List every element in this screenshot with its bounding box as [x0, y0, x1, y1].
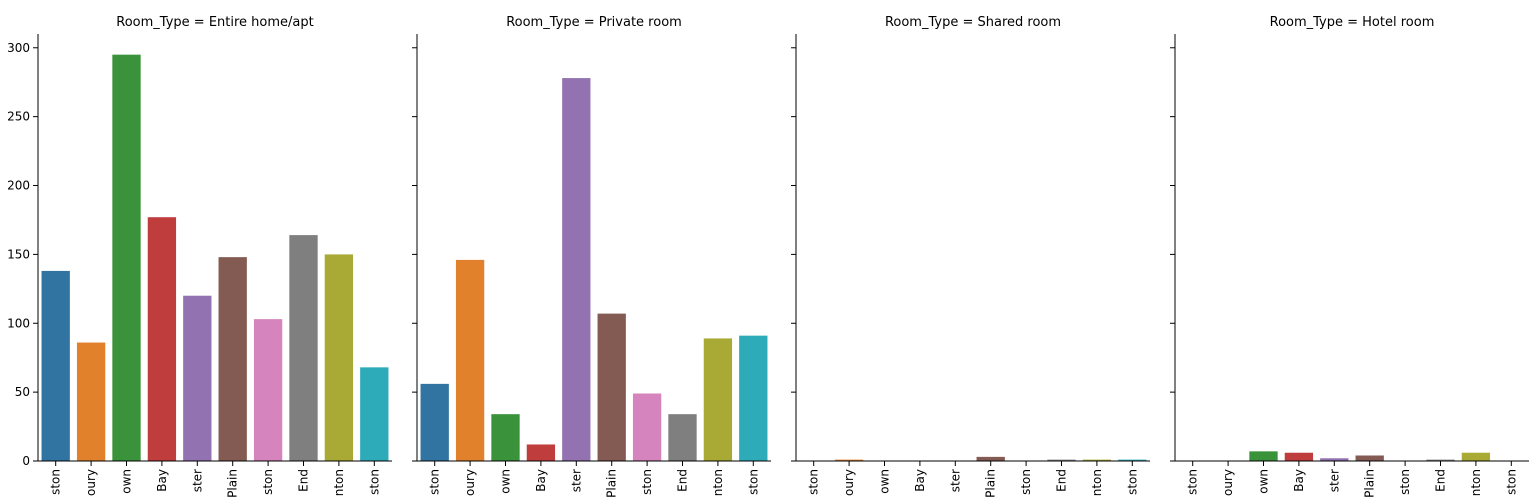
- bar: [976, 456, 1005, 461]
- y-tick-label: 300: [7, 41, 30, 55]
- x-tick-label: own: [499, 469, 513, 494]
- bar: [324, 254, 354, 461]
- x-tick-label: oury: [1221, 469, 1235, 496]
- y-tick-label: 0: [22, 454, 30, 468]
- bar: [562, 78, 591, 461]
- x-tick-label: oury: [842, 469, 856, 496]
- facet-panel: Room_Type = Shared room ston oury own Bay ste…: [791, 15, 1150, 498]
- x-tick-label: ston: [1125, 469, 1139, 495]
- panel-title: Room_Type = Private room: [506, 15, 682, 30]
- bar: [1461, 452, 1491, 461]
- x-tick-label: Plain: [1363, 469, 1377, 498]
- bar: [834, 459, 864, 461]
- x-tick-label: End: [297, 469, 311, 492]
- x-tick-label: End: [1434, 469, 1448, 492]
- bar: [289, 235, 318, 461]
- x-tick-label: Plain: [226, 469, 240, 498]
- x-tick-label: own: [1257, 469, 1271, 494]
- x-tick-label: ston: [640, 469, 654, 495]
- x-tick-label: oury: [463, 469, 477, 496]
- bar: [360, 367, 389, 461]
- bar: [1426, 459, 1455, 461]
- x-tick-label: ston: [1186, 469, 1200, 495]
- x-tick-label: own: [878, 469, 892, 494]
- x-tick-label: ston: [1398, 469, 1412, 495]
- x-tick-label: Bay: [155, 469, 169, 492]
- x-tick-label: End: [1055, 469, 1069, 492]
- bar: [1118, 459, 1147, 461]
- bar: [76, 342, 106, 461]
- y-tick-label: 100: [7, 316, 30, 330]
- x-tick-label: Plain: [605, 469, 619, 498]
- bar: [668, 414, 697, 461]
- x-tick-label: nton: [711, 469, 725, 496]
- facet-panel: Room_Type = Entire home/apt 0 50 100 150 200 2…: [7, 15, 392, 498]
- y-tick-label: 150: [7, 247, 30, 261]
- x-tick-label: ston: [746, 469, 760, 495]
- bar: [1284, 452, 1314, 461]
- bar: [1249, 451, 1278, 461]
- x-tick-label: ster: [190, 469, 204, 492]
- bar: [183, 295, 212, 461]
- facet-panel: Room_Type = Hotel room ston oury own Bay ster…: [1170, 15, 1529, 498]
- x-tick-label: ster: [948, 469, 962, 492]
- x-tick-label: ston: [49, 469, 63, 495]
- bar: [1355, 455, 1384, 461]
- x-tick-label: nton: [1469, 469, 1483, 496]
- bar: [455, 259, 485, 461]
- x-tick-label: ston: [428, 469, 442, 495]
- x-tick-label: ston: [367, 469, 381, 495]
- bar: [597, 313, 626, 461]
- bar: [1082, 459, 1112, 461]
- x-tick-label: nton: [1090, 469, 1104, 496]
- x-tick-label: Bay: [534, 469, 548, 492]
- panel-title: Room_Type = Entire home/apt: [116, 15, 313, 30]
- bar: [703, 338, 733, 461]
- x-tick-label: ston: [1019, 469, 1033, 495]
- bar: [218, 257, 247, 461]
- bar: [1047, 459, 1076, 461]
- x-tick-label: oury: [84, 469, 98, 496]
- bar: [1320, 458, 1349, 461]
- panel-title: Room_Type = Hotel room: [1270, 15, 1435, 30]
- x-tick-label: ster: [569, 469, 583, 492]
- bar: [112, 54, 141, 461]
- x-tick-label: ston: [261, 469, 275, 495]
- bar: [147, 217, 177, 461]
- y-tick-label: 200: [7, 179, 30, 193]
- x-tick-label: Bay: [913, 469, 927, 492]
- x-tick-label: nton: [332, 469, 346, 496]
- bar: [491, 414, 520, 461]
- bar: [41, 270, 70, 461]
- panel-title: Room_Type = Shared room: [885, 15, 1061, 30]
- bar: [526, 444, 556, 461]
- y-tick-label: 250: [7, 110, 30, 124]
- x-tick-label: End: [676, 469, 690, 492]
- x-tick-label: Bay: [1292, 469, 1306, 492]
- x-tick-label: ston: [1504, 469, 1518, 495]
- y-tick-label: 50: [15, 385, 30, 399]
- facet-panel: Room_Type = Private room ston oury own Bay st…: [412, 15, 771, 498]
- x-tick-label: Plain: [984, 469, 998, 498]
- bar: [420, 383, 449, 461]
- x-tick-label: own: [120, 469, 134, 494]
- bar: [253, 319, 283, 461]
- x-tick-label: ston: [807, 469, 821, 495]
- x-tick-label: ster: [1327, 469, 1341, 492]
- bar: [632, 393, 662, 461]
- bar: [739, 335, 768, 461]
